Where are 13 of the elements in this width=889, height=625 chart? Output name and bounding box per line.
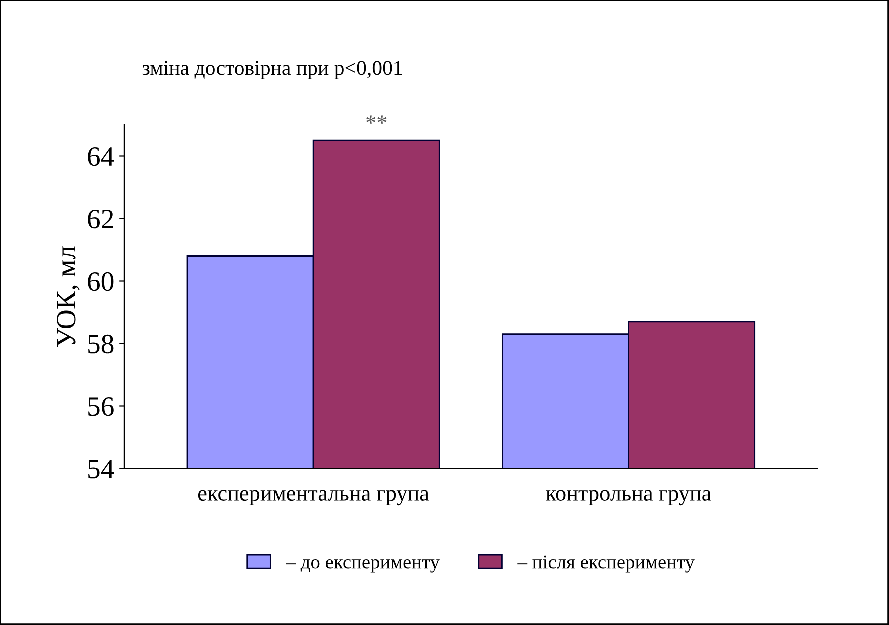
y-tick-label: 56	[88, 397, 114, 416]
y-tick-label: 64	[88, 147, 114, 166]
y-tick-label: 60	[88, 272, 114, 292]
legend-label: – після експерименту	[518, 556, 695, 573]
x-tick-label: експериментальна група	[198, 490, 430, 506]
x-tick-label: контрольна група	[546, 490, 712, 506]
y-tick-label: 58	[88, 334, 114, 354]
annotation: **	[366, 116, 387, 124]
legend-label: – до експерименту	[286, 559, 440, 573]
y-tick-label: 62	[88, 210, 114, 229]
y-axis-title: УОК, мл	[57, 246, 80, 348]
y-tick-label: 54	[88, 460, 114, 479]
chart-title: зміна достовірна при p<0,001	[142, 61, 402, 80]
